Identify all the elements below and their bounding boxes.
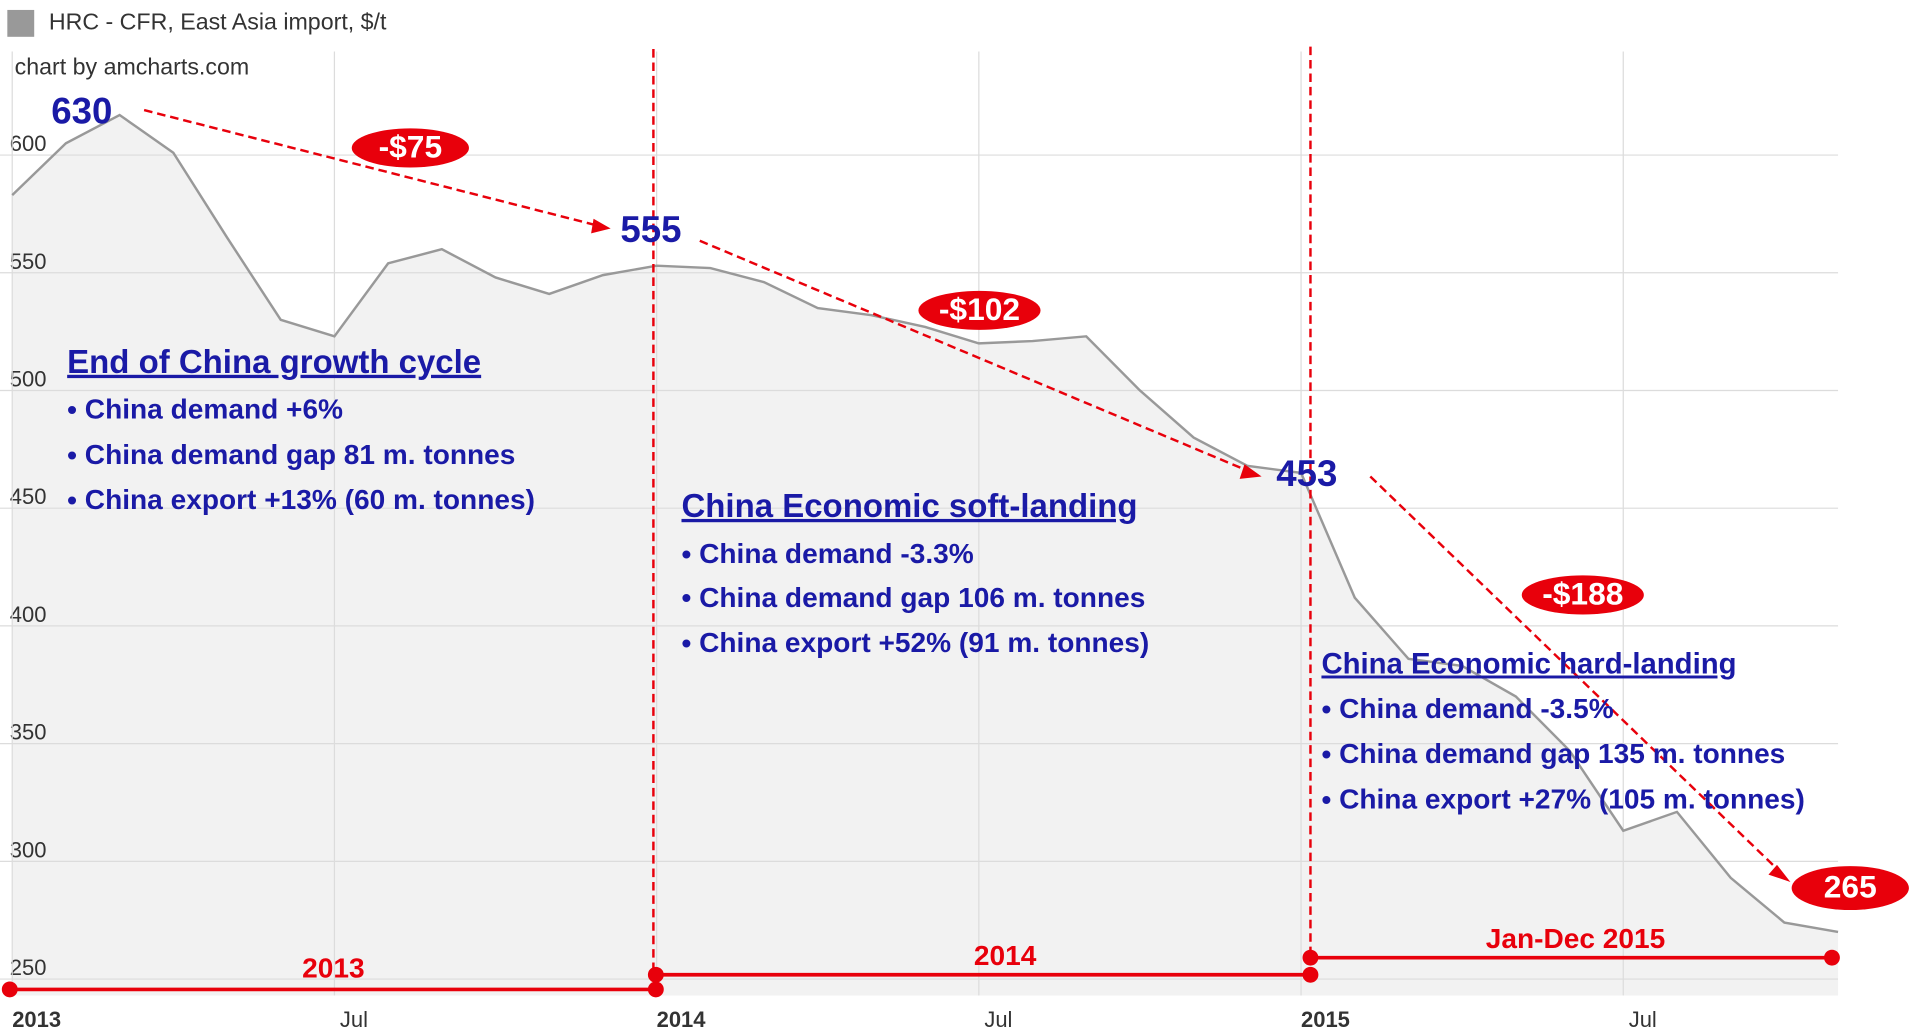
y-tick-label: 250 bbox=[10, 955, 47, 980]
arrow-head bbox=[1768, 864, 1791, 882]
legend-label: HRC - CFR, East Asia import, $/t bbox=[49, 8, 387, 34]
arrow-head bbox=[1239, 464, 1262, 479]
period-end bbox=[1, 981, 18, 998]
x-tick-label: 2014 bbox=[657, 1007, 707, 1032]
y-tick-label: 400 bbox=[10, 602, 47, 627]
y-tick-label: 600 bbox=[10, 131, 47, 156]
note-bullet: • China demand -3.5% bbox=[1321, 693, 1613, 724]
y-tick-label: 300 bbox=[10, 837, 47, 862]
price-label: 453 bbox=[1276, 453, 1337, 494]
x-tick-label: Jul bbox=[1629, 1007, 1657, 1032]
plot-area: 250 300 350 400 450 500 550 600 2013 Jul 2014 Jul 20… bbox=[0, 51, 1839, 1032]
note-heading: China Economic soft-landing bbox=[681, 487, 1137, 524]
y-tick-label: 550 bbox=[10, 249, 47, 274]
period-label: 2014 bbox=[974, 940, 1037, 971]
y-tick-label: 450 bbox=[10, 484, 47, 509]
note-bullet: • China demand -3.3% bbox=[681, 538, 973, 569]
area-fill bbox=[12, 115, 1839, 996]
note: China Economic hard-landing • China dema… bbox=[1321, 648, 1804, 815]
x-tick-label: Jul bbox=[984, 1007, 1012, 1032]
period-label: 2013 bbox=[302, 952, 364, 983]
change-label: -$75 bbox=[379, 129, 443, 165]
note-bullet: • China export +52% (91 m. tonnes) bbox=[681, 627, 1149, 658]
note-bullet: • China demand gap 106 m. tonnes bbox=[681, 582, 1145, 613]
arrow bbox=[143, 108, 605, 229]
x-tick-label: Jul bbox=[340, 1007, 368, 1032]
arrow bbox=[1369, 475, 1787, 878]
arrow bbox=[699, 239, 1256, 476]
note: End of China growth cycle • China demand… bbox=[67, 343, 535, 516]
price-pill bbox=[1791, 866, 1909, 911]
y-tick-label: 350 bbox=[10, 720, 47, 745]
note-bullet: • China export +27% (105 m. tonnes) bbox=[1321, 784, 1804, 815]
price-label: 630 bbox=[51, 90, 112, 131]
legend-swatch bbox=[7, 9, 35, 37]
change-pill bbox=[918, 290, 1041, 330]
series-line bbox=[11, 113, 1839, 934]
note-bullet: • China demand +6% bbox=[67, 394, 343, 425]
note-bullet: • China demand gap 81 m. tonnes bbox=[67, 439, 515, 470]
note: China Economic soft-landing • China dema… bbox=[681, 487, 1149, 659]
arrow-head bbox=[591, 218, 611, 234]
period-end bbox=[647, 966, 664, 983]
period-end bbox=[1302, 966, 1319, 983]
change-pill bbox=[1521, 575, 1644, 615]
period-label: Jan-Dec 2015 bbox=[1486, 923, 1666, 954]
note-bullet: • China export +13% (60 m. tonnes) bbox=[67, 485, 535, 516]
period-bars bbox=[1, 949, 1840, 998]
note-bullet: • China demand gap 135 m. tonnes bbox=[1321, 739, 1785, 770]
x-tick-label: 2013 bbox=[12, 1007, 61, 1032]
period-end bbox=[1824, 949, 1840, 966]
x-tick-label: 2015 bbox=[1301, 1007, 1350, 1032]
period-end bbox=[1302, 949, 1319, 966]
change-pill bbox=[351, 128, 469, 168]
note-heading: China Economic hard-landing bbox=[1321, 648, 1736, 681]
price-label: 265 bbox=[1824, 869, 1877, 905]
price-label: 555 bbox=[620, 209, 681, 250]
credit: chart by amcharts.com bbox=[15, 54, 250, 80]
y-tick-label: 500 bbox=[10, 367, 47, 392]
period-end bbox=[647, 981, 664, 998]
change-label: -$102 bbox=[939, 291, 1020, 327]
change-label: -$188 bbox=[1542, 576, 1623, 612]
note-heading: End of China growth cycle bbox=[67, 343, 481, 380]
